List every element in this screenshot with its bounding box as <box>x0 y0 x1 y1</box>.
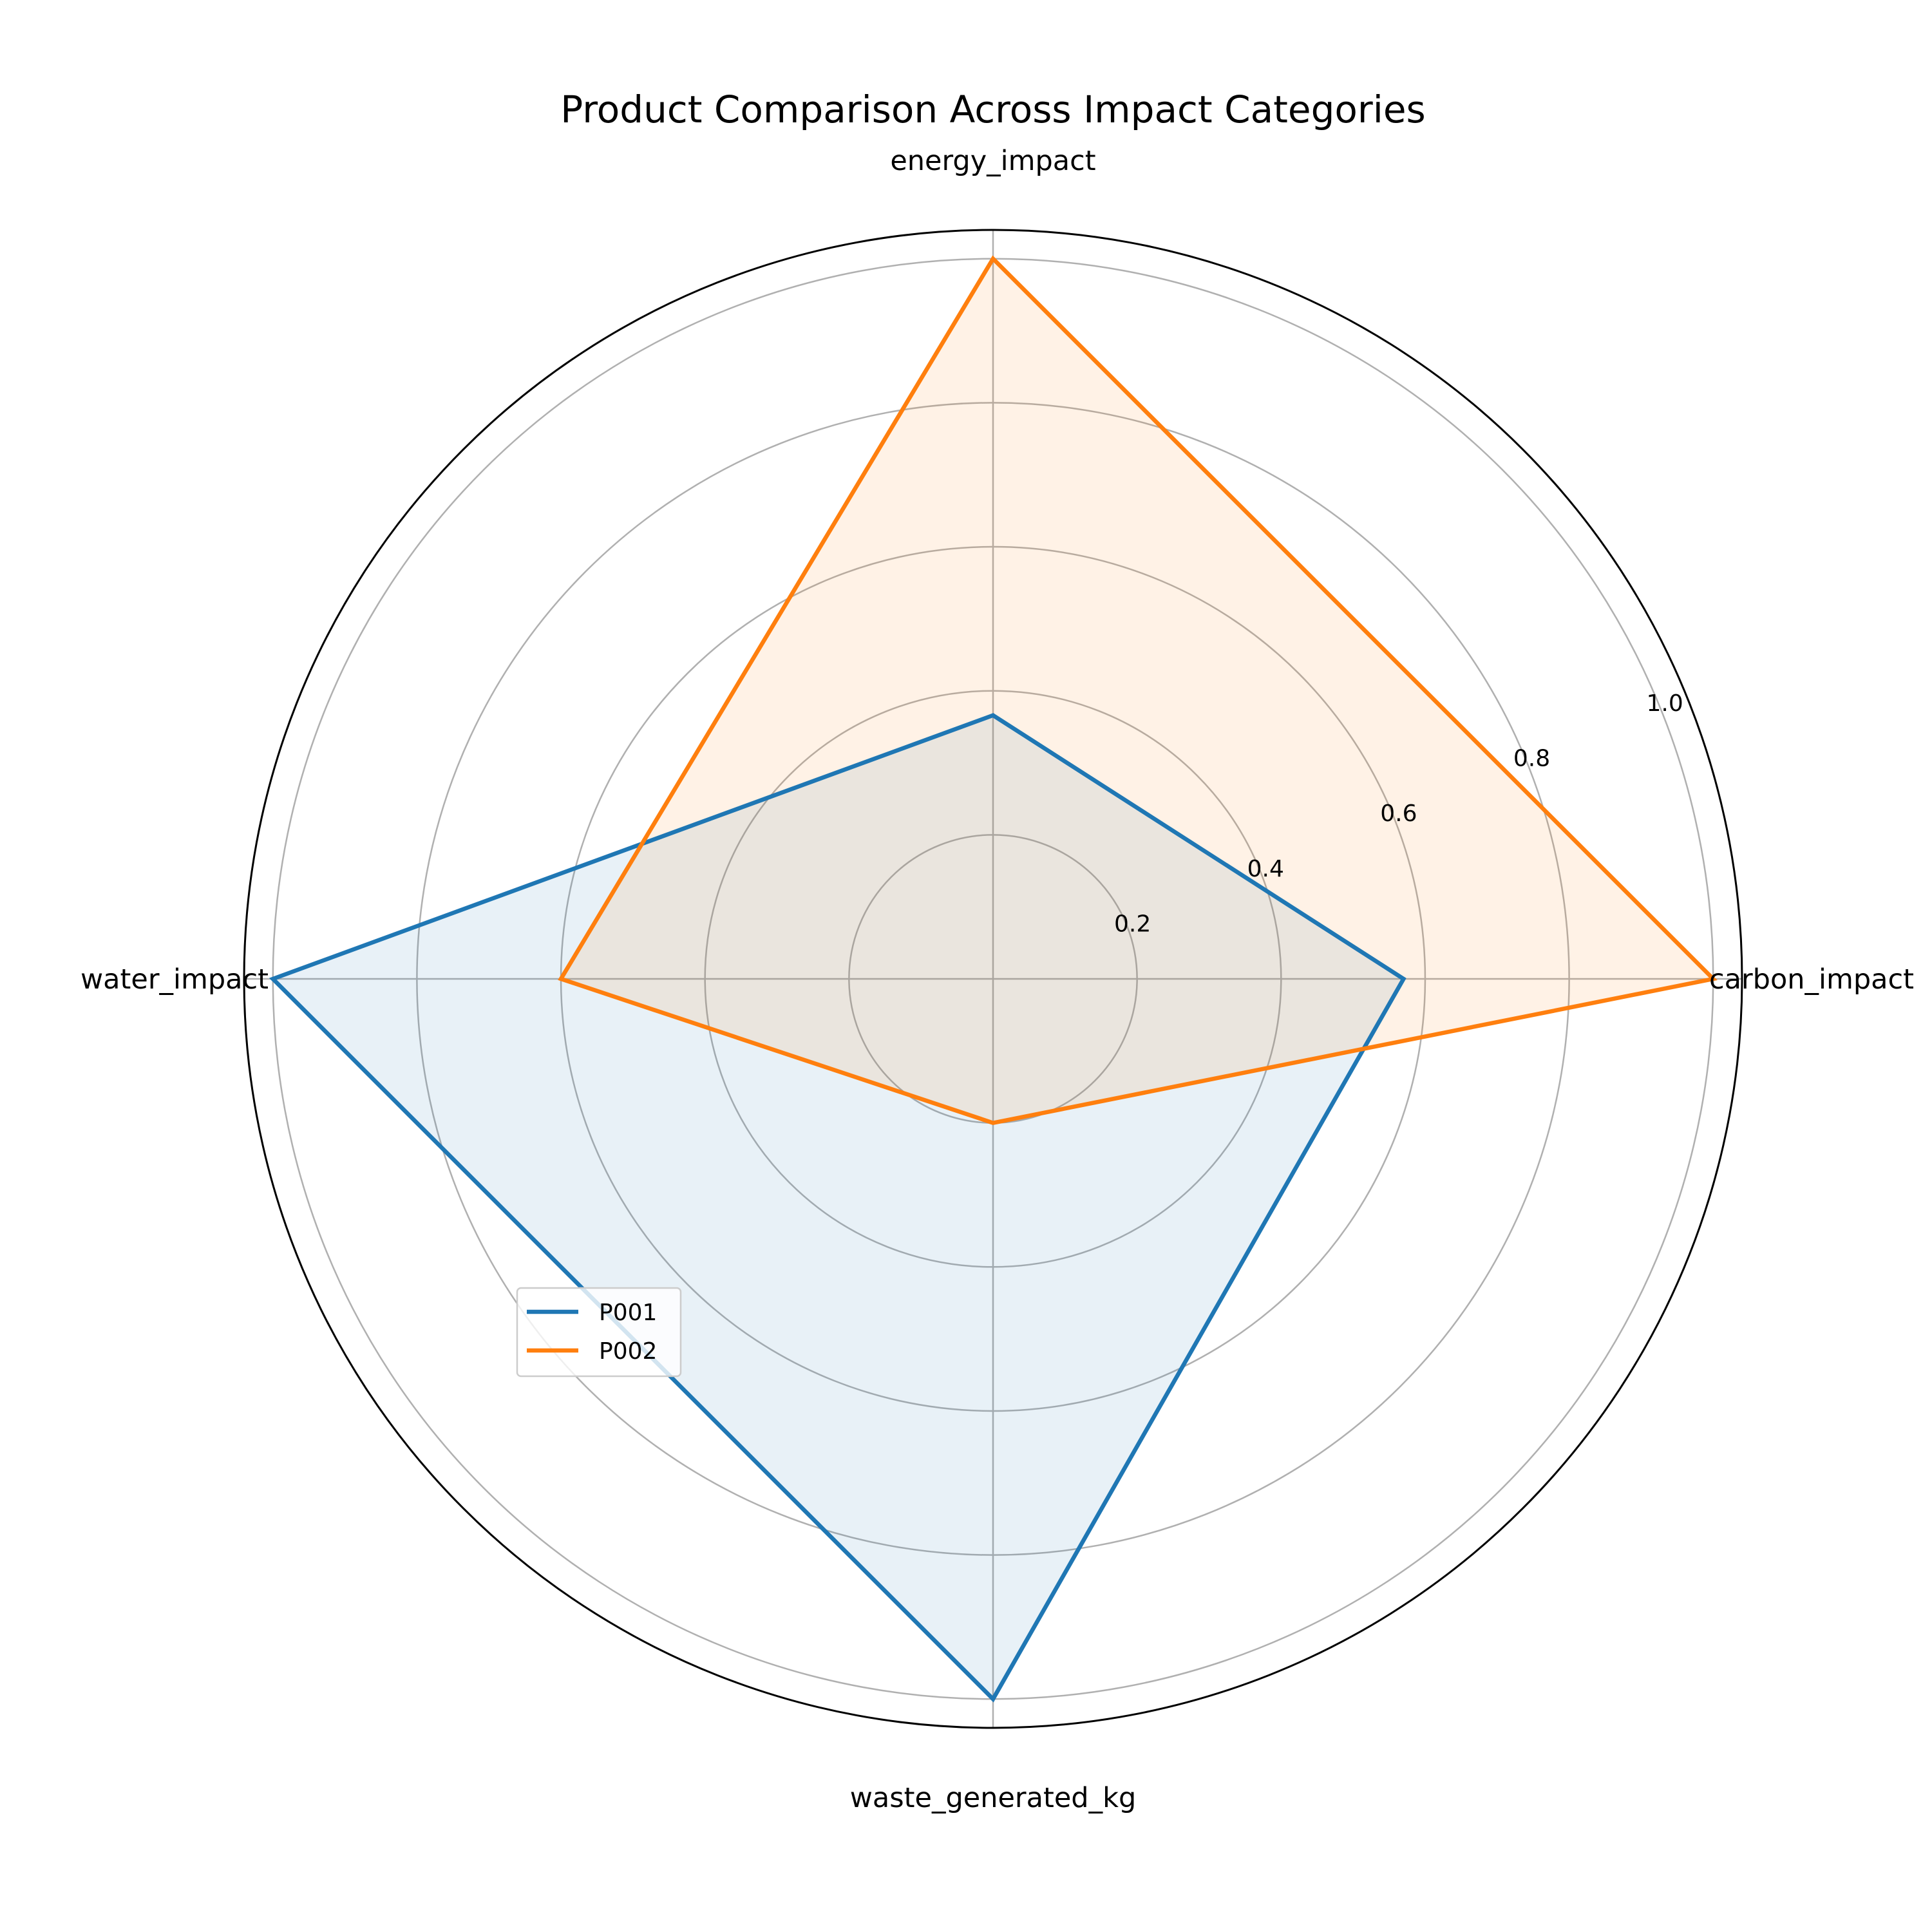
data-point-p001-waste-generated-kg <box>991 1697 995 1701</box>
data-point-p002-energy-impact <box>991 256 995 261</box>
data-point-p001-carbon-impact <box>1401 977 1406 981</box>
radial-tick-labels: 0.2 0.4 0.6 0.8 1.0 <box>1114 690 1683 937</box>
data-point-p002-water-impact <box>559 977 564 981</box>
legend-label-p002: P002 <box>599 1338 657 1365</box>
axis-label-water-impact: water_impact <box>80 963 269 996</box>
r-tick-label-1-0: 1.0 <box>1647 690 1683 717</box>
r-tick-label-0-2: 0.2 <box>1114 911 1151 937</box>
r-tick-label-0-8: 0.8 <box>1513 746 1550 772</box>
axis-labels: carbon_impact energy_impact water_impactwa… <box>80 145 1914 1814</box>
legend-label-p001: P001 <box>599 1300 657 1326</box>
chart-title: Product Comparison Across Impact Categor… <box>560 88 1426 131</box>
polar-frame <box>243 229 1743 1729</box>
data-point-p002-carbon-impact <box>1711 977 1716 981</box>
data-point-p001-energy-impact <box>991 713 995 717</box>
axis-label-energy-impact: energy_impact <box>890 145 1095 177</box>
series-fill-p001 <box>272 715 1404 1700</box>
r-tick-label-0-4: 0.4 <box>1247 856 1284 882</box>
legend: P001 P002 <box>516 1287 682 1378</box>
data-point-p001-water-impact <box>270 977 275 981</box>
r-tick-label-0-6: 0.6 <box>1380 800 1417 827</box>
series-fill-p002 <box>561 258 1714 1123</box>
data-point-p002-waste-generated-kg <box>991 1121 995 1125</box>
axis-label-waste-generated-kg: waste_generated_kg <box>850 1782 1137 1814</box>
axis-label-carbon-impact: carbon_impact <box>1709 963 1914 996</box>
series-layer <box>269 255 1718 1703</box>
